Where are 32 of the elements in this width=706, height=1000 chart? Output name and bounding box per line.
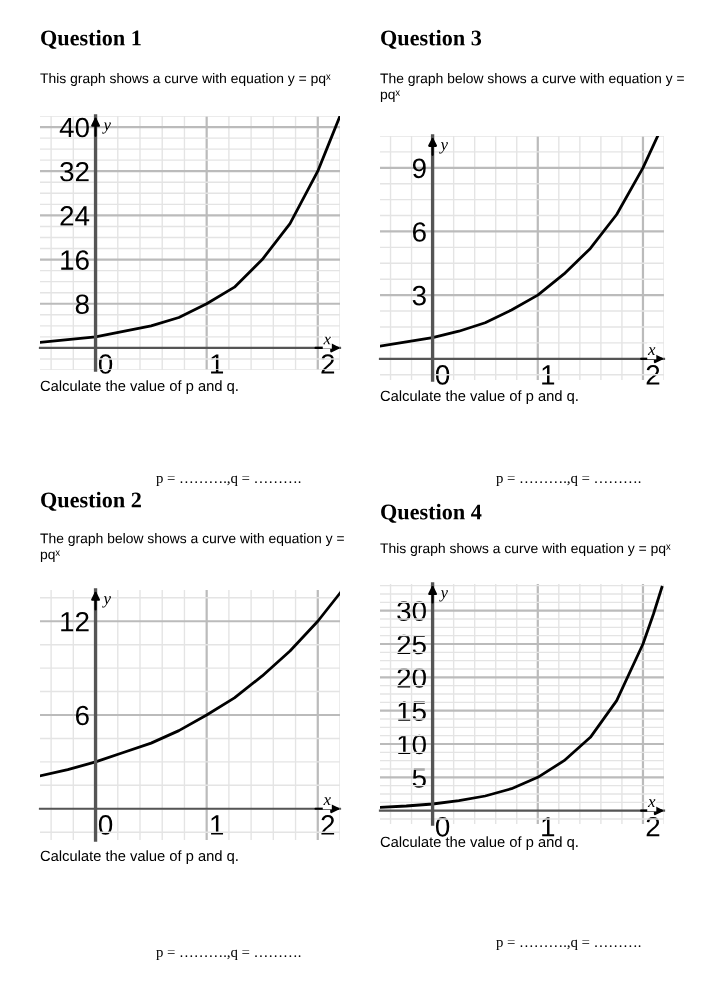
y-tick-label: 6	[413, 222, 426, 242]
x-tick-label: 0	[435, 365, 450, 385]
y-tick-label: 24	[60, 206, 90, 226]
x-tick-label: 1	[542, 817, 555, 837]
x-axis-title: x	[323, 336, 331, 345]
y-axis-title: y	[439, 142, 448, 154]
line-series	[40, 591, 340, 778]
x-axis-title: x	[647, 799, 656, 808]
x-tick-label: 1	[542, 365, 555, 385]
y-tick-label: 8	[75, 294, 89, 315]
chart-title: Question 2	[41, 491, 141, 511]
y-axis-title: y	[102, 122, 111, 134]
y-tick-label: 6	[75, 705, 89, 726]
x-axis-title: x	[323, 797, 331, 805]
x-tick-label: 2	[646, 816, 660, 837]
x-tick-label: 2	[321, 354, 335, 374]
x-axis-title: x	[647, 347, 656, 355]
chart-title: Question 3	[381, 29, 482, 49]
y-tick-label: 3	[412, 285, 426, 306]
y-axis-title: y	[102, 596, 111, 608]
y-tick-label: 40	[59, 117, 89, 138]
y-tick-label: 12	[61, 611, 89, 632]
chart-title: Question 1	[41, 29, 141, 49]
y-axis-title: y	[439, 590, 448, 602]
chart-title: Question 4	[381, 503, 482, 523]
y-tick-label: 16	[61, 250, 89, 270]
x-tick-label: 1	[211, 354, 224, 374]
x-tick-label: 2	[646, 365, 660, 385]
y-tick-label: 32	[60, 161, 89, 182]
y-tick-label: 9	[412, 158, 426, 179]
x-tick-label: 0	[98, 354, 113, 374]
x-tick-label: 0	[435, 816, 450, 837]
